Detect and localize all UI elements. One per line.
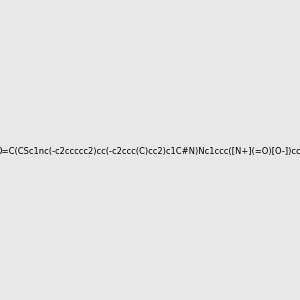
Text: O=C(CSc1nc(-c2ccccc2)cc(-c2ccc(C)cc2)c1C#N)Nc1ccc([N+](=O)[O-])cc1C: O=C(CSc1nc(-c2ccccc2)cc(-c2ccc(C)cc2)c1C… — [0, 147, 300, 156]
